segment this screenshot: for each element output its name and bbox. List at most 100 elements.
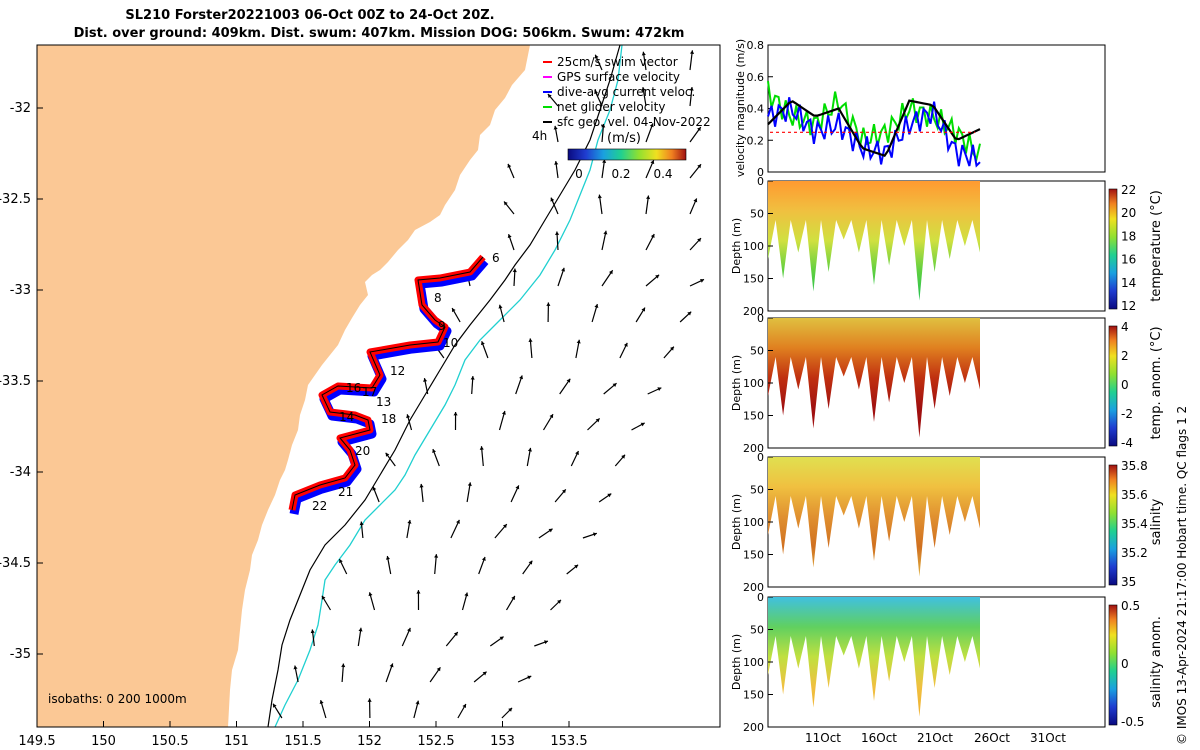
track-label: 21 <box>338 485 353 499</box>
colorbar <box>1108 325 1118 447</box>
velocity-arrow <box>601 230 608 251</box>
velocity-arrow <box>461 592 469 611</box>
time-axis: 11Oct 16Oct 21Oct 26Oct 31Oct <box>805 731 1066 745</box>
velocity-arrow <box>587 418 601 431</box>
velocity-arrow <box>550 599 562 611</box>
heatmap-panel-salinity: 0 50 100 150 200 Depth (m) 35.8 35.6 35.4 35.2 35 s… <box>730 451 1164 594</box>
velocity-arrow <box>510 485 520 503</box>
velocity-arrow <box>429 666 441 683</box>
track-label: 8 <box>434 291 442 305</box>
colorbar-label: salinity anom. <box>1149 616 1164 708</box>
depth-ytick: 150 <box>743 410 764 423</box>
velocity-arrow <box>538 528 553 539</box>
velocity-arrow <box>689 86 694 107</box>
velocity-arrow <box>594 54 603 71</box>
section-data <box>768 318 980 438</box>
velocity-arrow <box>689 50 695 71</box>
colorbar-tick: 35.4 <box>1121 517 1148 531</box>
velocity-arrow <box>582 532 598 539</box>
velocity-arrow <box>603 382 617 395</box>
colorbar-label: salinity <box>1149 498 1164 545</box>
velocity-arrow <box>478 556 486 575</box>
velocity-arrow <box>645 123 654 143</box>
velocity-arrow <box>341 663 346 683</box>
velocity-arrow <box>542 413 554 431</box>
colorbar-tick: 35.6 <box>1121 488 1148 502</box>
velocity-arrow <box>473 671 487 683</box>
velocity-arrow <box>641 86 647 107</box>
velocity-line-1 <box>767 99 981 158</box>
velocity-arrow <box>319 699 327 719</box>
velocity-arrow <box>494 523 508 539</box>
velocity-arrow <box>591 303 599 323</box>
colorbar-tick: 0 <box>1121 657 1129 671</box>
velocity-arrow <box>512 268 517 287</box>
section-data <box>768 597 980 717</box>
velocity-arrow <box>594 89 603 107</box>
colorbar-tick: -4 <box>1121 436 1133 450</box>
track-label: 9 <box>438 319 446 333</box>
track-label: 13 <box>376 395 391 409</box>
velocity-arrow <box>689 198 698 215</box>
colorbar-tick: 35.8 <box>1121 459 1148 473</box>
velocity-arrow <box>566 564 579 575</box>
xtick-31oct: 31Oct <box>1030 731 1066 745</box>
depth-ylabel: Depth (m) <box>730 218 743 274</box>
colorbar-tick: 0 <box>1121 378 1129 392</box>
velocity-arrow <box>663 346 675 359</box>
velocity-arrow <box>385 555 392 575</box>
depth-ytick: 200 <box>743 581 764 594</box>
velocity-arrow <box>423 378 429 395</box>
velocity-arrow <box>614 454 626 467</box>
depth-ytick: 100 <box>743 240 764 253</box>
velocity-arrow <box>554 488 567 503</box>
velocity-arrow <box>554 160 559 179</box>
colorbar-tick: 2 <box>1121 349 1129 363</box>
heatmap-panel-sal-anom: 0 50 100 150 200 Depth (m) 0.5 0 -0.5 salinity an… <box>730 591 1164 734</box>
velocity-panel: 0 0.2 0.4 0.6 0.8 velocity magnitude (m/s) <box>734 39 1106 179</box>
xtick-11oct: 11Oct <box>805 731 841 745</box>
colorbar-label: temp. anom. (°C) <box>1149 326 1164 439</box>
depth-ylabel: Depth (m) <box>730 494 743 550</box>
depth-ytick: 150 <box>743 549 764 562</box>
velocity-arrow <box>601 123 606 143</box>
velocity-arrow <box>372 486 380 503</box>
velocity-arrow <box>385 663 394 683</box>
land-mass <box>37 45 530 727</box>
track-label: 10 <box>443 336 458 350</box>
map-xtick: 153 <box>490 734 515 749</box>
velocity-arrow <box>310 629 315 647</box>
velocity-arrow <box>517 675 532 683</box>
velocity-ytick: 0.8 <box>747 39 765 52</box>
velocity-arrow <box>526 447 532 467</box>
velocity-arrow <box>503 201 515 215</box>
figure-title: SL210 Forster20221003 06-Oct 00Z to 24-O… <box>125 8 495 23</box>
colorbar-tick-2: 0.4 <box>653 167 672 181</box>
depth-ytick: 50 <box>750 624 764 637</box>
colorbar-tick: -2 <box>1121 407 1133 421</box>
velocity-arrow <box>419 483 424 503</box>
heatmap-panel-temp-anom: 0 50 100 150 200 Depth (m) 4 2 0 -2 -4 temp. anom. … <box>730 312 1164 455</box>
colorbar-tick: 0.5 <box>1121 599 1140 613</box>
velocity-arrow <box>507 163 515 179</box>
depth-ytick: 50 <box>750 484 764 497</box>
velocity-arrow <box>635 307 646 323</box>
xtick-21oct: 21Oct <box>917 731 953 745</box>
footer-note: © IMOS 13-Apr-2024 21:17:00 Hobart time.… <box>1175 406 1189 745</box>
velocity-arrow <box>416 590 421 611</box>
velocity-arrow <box>534 640 549 647</box>
velocity-arrow <box>570 450 580 467</box>
section-data <box>768 181 980 301</box>
map-legend: 25cm/s swim vector GPS surface velocity … <box>543 55 711 129</box>
velocity-arrow <box>359 521 364 539</box>
depth-ytick: 200 <box>743 305 764 318</box>
velocity-series <box>767 80 981 168</box>
velocity-arrow <box>357 627 363 647</box>
velocity-arrow <box>413 700 420 719</box>
velocity-arrow <box>641 51 647 71</box>
depth-ytick: 100 <box>743 377 764 390</box>
velocity-ytick: 0.6 <box>747 71 765 84</box>
velocity-ytick: 0 <box>757 166 764 179</box>
colorbar-tick: 22 <box>1121 183 1136 197</box>
